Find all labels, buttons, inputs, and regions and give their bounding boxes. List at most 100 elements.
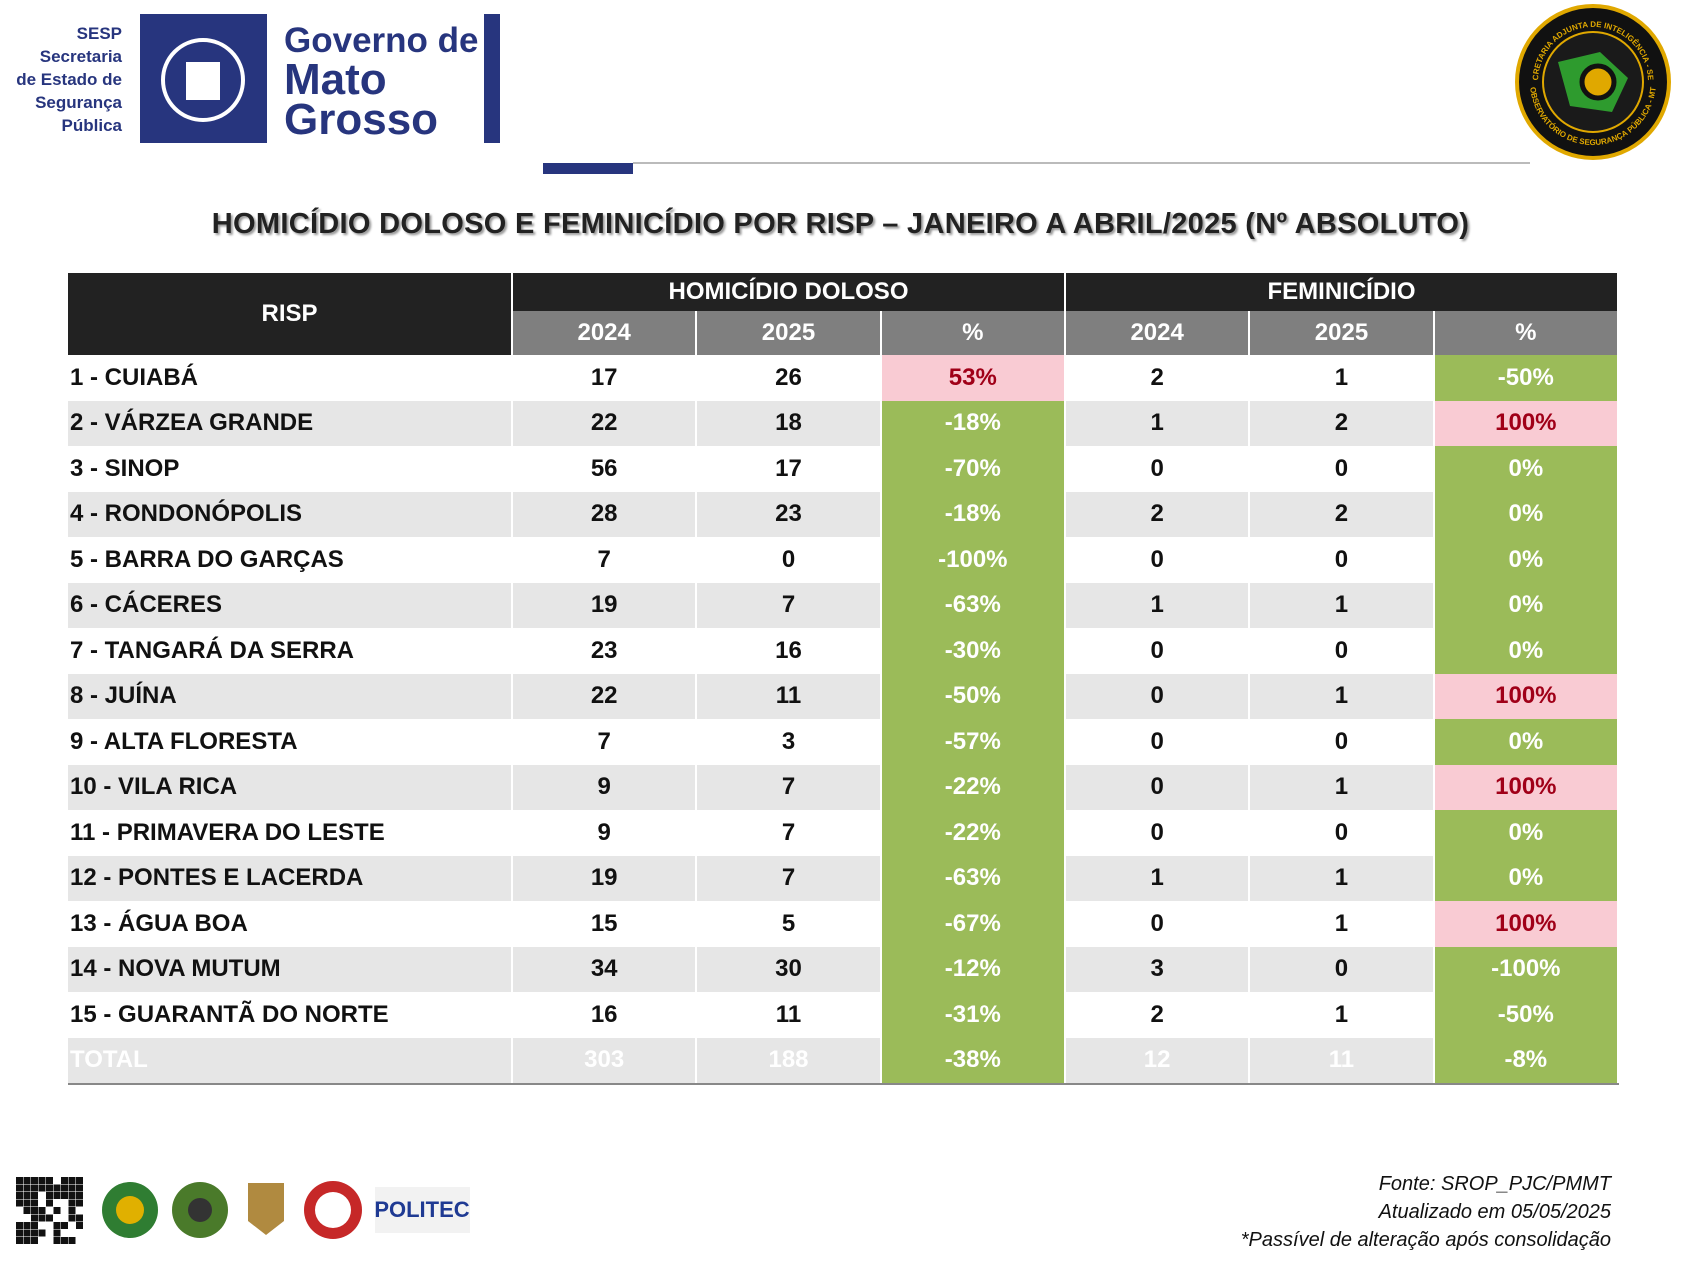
qr-module	[38, 1184, 46, 1192]
cell: 303	[512, 1037, 698, 1085]
risp-name: 13 - ÁGUA BOA	[68, 901, 513, 947]
qr-module	[68, 1207, 76, 1214]
cell: 16	[696, 628, 882, 674]
risp-name: 12 - PONTES E LACERDA	[68, 855, 513, 901]
footer-notes: Fonte: SROP_PJC/PMMT Atualizado em 05/05…	[1241, 1170, 1611, 1254]
cell: 0%	[1433, 446, 1620, 492]
cell: 9	[512, 810, 698, 856]
qr-module	[31, 1222, 38, 1229]
cell: 1	[1249, 355, 1435, 401]
cell: 0	[1064, 764, 1251, 810]
cell: -31%	[880, 992, 1066, 1038]
qr-module	[61, 1237, 68, 1244]
data-row: 4 - RONDONÓPOLIS 28 23 -18% 2 2 0%	[68, 491, 1620, 537]
cell: 18	[696, 400, 882, 446]
agency-line: Pública	[61, 116, 122, 135]
cell: -18%	[880, 400, 1066, 446]
cell: -38%	[880, 1037, 1066, 1085]
cell: 1	[1249, 901, 1435, 947]
updated: Atualizado em 05/05/2025	[1378, 1201, 1611, 1223]
cell: 22	[512, 400, 698, 446]
cell: 16	[512, 992, 698, 1038]
qr-module	[61, 1177, 68, 1184]
qr-module	[31, 1237, 38, 1244]
qr-module	[68, 1237, 76, 1244]
group-header: FEMINICÍDIO	[1064, 273, 1620, 311]
cell: 3	[696, 719, 882, 765]
data-row: 10 - VILA RICA 9 7 -22% 0 1 100%	[68, 764, 1620, 810]
qr-module	[53, 1229, 61, 1237]
qr-module	[46, 1177, 53, 1184]
cell: 17	[512, 355, 698, 401]
cell: 0	[1064, 628, 1251, 674]
partner-logo	[188, 1198, 212, 1222]
qr-module	[53, 1184, 61, 1192]
risp-name: 2 - VÁRZEA GRANDE	[68, 400, 513, 446]
qr-module	[76, 1199, 83, 1207]
source: Fonte: SROP_PJC/PMMT	[1378, 1173, 1611, 1195]
qr-module	[38, 1177, 46, 1184]
cell: -8%	[1433, 1037, 1620, 1085]
seal-eye	[1579, 63, 1617, 101]
cell: 2	[1249, 491, 1435, 537]
qr-code	[16, 1177, 83, 1244]
table-body: 1 - CUIABÁ 17 26 53% 2 1 -50% 2 - VÁRZEA GRANDE…	[68, 355, 1620, 1085]
qr-module	[68, 1192, 76, 1199]
cell: 0	[1249, 628, 1435, 674]
cell: 0%	[1433, 537, 1620, 583]
data-row: 12 - PONTES E LACERDA 19 7 -63% 1 1 0%	[68, 855, 1620, 901]
cell: 0	[1064, 537, 1251, 583]
cell: 100%	[1433, 673, 1620, 719]
cell: 0	[1249, 537, 1435, 583]
cell: -67%	[880, 901, 1066, 947]
cell: 19	[512, 855, 698, 901]
cell: -12%	[880, 946, 1066, 992]
data-row: 3 - SINOP 56 17 -70% 0 0 0%	[68, 446, 1620, 492]
cell: 17	[696, 446, 882, 492]
qr-module	[31, 1229, 38, 1237]
qr-module	[23, 1207, 31, 1214]
data-row: 7 - TANGARÁ DA SERRA 23 16 -30% 0 0 0%	[68, 628, 1620, 674]
cell: 0	[1064, 673, 1251, 719]
risp-name: 8 - JUÍNA	[68, 673, 513, 719]
qr-module	[31, 1177, 38, 1184]
data-row: 13 - ÁGUA BOA 15 5 -67% 0 1 100%	[68, 901, 1620, 947]
coat-shield	[186, 62, 220, 100]
header-graphics: SECRETARIA ADJUNTA DE INTELIGÊNCIA - SES…	[0, 0, 1671, 174]
cell: -63%	[880, 855, 1066, 901]
cell: 56	[512, 446, 698, 492]
qr-module	[16, 1199, 23, 1207]
header-row: RISP HOMICÍDIO DOLOSO FEMINICÍDIO	[68, 273, 1620, 355]
title: HOMICÍDIO DOLOSO E FEMINICÍDIO POR RISP …	[211, 208, 1470, 240]
qr-module	[23, 1222, 31, 1229]
qr-module	[68, 1214, 76, 1222]
risp-name: 9 - ALTA FLORESTA	[68, 719, 513, 765]
cell: 7	[696, 810, 882, 856]
qr-module	[61, 1222, 68, 1229]
subheader: 2025	[696, 311, 882, 355]
cell: 188	[696, 1037, 882, 1085]
data-row: 14 - NOVA MUTUM 34 30 -12% 3 0 -100%	[68, 946, 1620, 992]
subheader: 2024	[1064, 311, 1251, 355]
vertical-bar	[484, 14, 500, 143]
agency-block: SESP Secretaria de Estado de Segurança P…	[10, 22, 122, 137]
cell: -50%	[880, 673, 1066, 719]
group-header: HOMICÍDIO DOLOSO	[512, 273, 1066, 311]
cell: 23	[512, 628, 698, 674]
cell: 100%	[1433, 901, 1620, 947]
cell: -57%	[880, 719, 1066, 765]
agency-line: Secretaria	[39, 47, 122, 66]
risp-name: 4 - RONDONÓPOLIS	[68, 491, 513, 537]
risp-name: 3 - SINOP	[68, 446, 513, 492]
data-row: 1 - CUIABÁ 17 26 53% 2 1 -50%	[68, 355, 1620, 401]
cell: 1	[1064, 855, 1251, 901]
partner-logos: POLITEC	[16, 1177, 470, 1244]
qr-module	[16, 1229, 23, 1237]
qr-module	[76, 1177, 83, 1184]
subheader: %	[880, 311, 1066, 355]
cell: 12	[1064, 1037, 1251, 1085]
risp-name: 6 - CÁCERES	[68, 582, 513, 628]
qr-module	[46, 1214, 53, 1222]
government-logo: Governo de Mato Grosso	[284, 22, 478, 142]
qr-module	[31, 1199, 38, 1207]
